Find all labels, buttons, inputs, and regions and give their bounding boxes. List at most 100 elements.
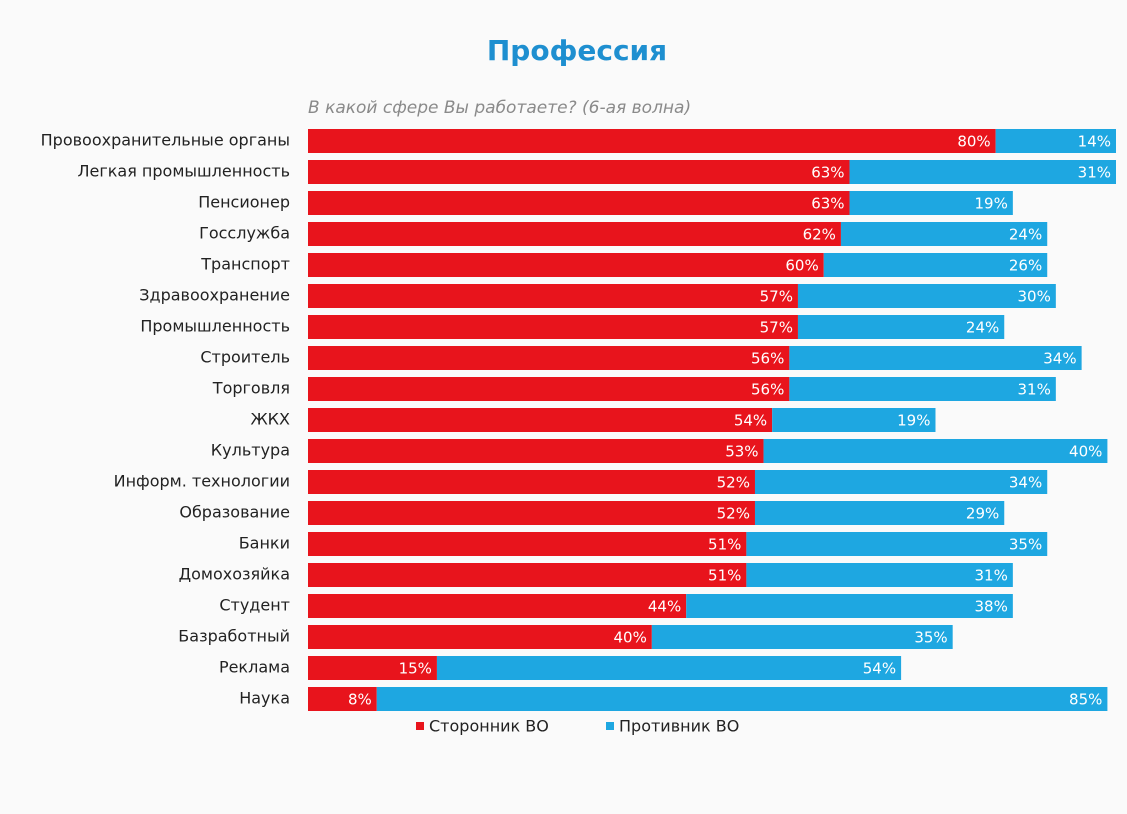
category-label: Здравоохранение <box>139 286 290 305</box>
value-label: 31% <box>975 567 1008 585</box>
bar-segment <box>308 563 747 587</box>
value-label: 63% <box>811 195 844 213</box>
value-label: 8% <box>348 691 372 709</box>
category-label: Строитель <box>200 348 290 367</box>
bar-segment <box>789 377 1056 401</box>
value-label: 85% <box>1069 691 1102 709</box>
bar-segment <box>308 160 850 184</box>
value-label: 62% <box>803 226 836 244</box>
value-label: 38% <box>975 598 1008 616</box>
bar-segment <box>754 501 1005 525</box>
bar-segment <box>849 160 1116 184</box>
category-label: Базработный <box>178 627 290 646</box>
bar-segment <box>308 408 773 432</box>
value-label: 34% <box>1009 474 1042 492</box>
bar-segment <box>789 346 1082 370</box>
value-label: 19% <box>897 412 930 430</box>
bar-segment <box>308 377 790 401</box>
value-label: 14% <box>1078 133 1111 151</box>
value-label: 56% <box>751 350 784 368</box>
value-label: 52% <box>717 474 750 492</box>
category-label: Домохозяйка <box>179 565 290 584</box>
bar-segment <box>308 687 377 711</box>
bar-segment <box>772 408 936 432</box>
bar-segment <box>308 284 798 308</box>
value-label: 54% <box>734 412 767 430</box>
value-label: 51% <box>708 567 741 585</box>
value-label: 40% <box>1069 443 1102 461</box>
bar-segment <box>308 594 687 618</box>
value-label: 56% <box>751 381 784 399</box>
bar-segment <box>746 563 1013 587</box>
bar-segment <box>651 625 953 649</box>
category-label: Информ. технологии <box>114 472 290 491</box>
category-label: Реклама <box>219 658 290 677</box>
chart-subtitle: В какой сфере Вы работаете? (6-ая волна) <box>308 98 691 118</box>
category-label: Госслужба <box>199 224 290 243</box>
value-label: 15% <box>399 660 432 678</box>
bar-segment <box>797 284 1056 308</box>
value-label: 54% <box>863 660 896 678</box>
category-label: Студент <box>219 596 290 615</box>
bar-segment <box>308 501 755 525</box>
bar-segment <box>308 625 652 649</box>
value-label: 60% <box>785 257 818 275</box>
value-label: 19% <box>975 195 1008 213</box>
bar-segment <box>308 315 798 339</box>
bar-segment <box>308 439 764 463</box>
value-label: 57% <box>760 288 793 306</box>
bar-segment <box>436 656 902 680</box>
bar-segment <box>308 253 824 277</box>
value-label: 80% <box>957 133 990 151</box>
value-label: 57% <box>760 319 793 337</box>
bar-segment <box>376 687 1108 711</box>
legend-label: Противник ВО <box>619 717 739 736</box>
value-label: 24% <box>1009 226 1042 244</box>
value-label: 52% <box>717 505 750 523</box>
value-label: 53% <box>725 443 758 461</box>
category-label: Торговля <box>212 379 290 398</box>
category-label: Банки <box>239 534 290 553</box>
value-label: 31% <box>1078 164 1111 182</box>
value-label: 51% <box>708 536 741 554</box>
value-label: 24% <box>966 319 999 337</box>
value-label: 44% <box>648 598 681 616</box>
bar-segment <box>308 532 747 556</box>
legend-label: Сторонник ВО <box>429 717 549 736</box>
bar-segment <box>308 346 790 370</box>
bar-segment <box>746 532 1048 556</box>
bar-segment <box>797 315 1005 339</box>
value-label: 40% <box>613 629 646 647</box>
bar-segment <box>763 439 1108 463</box>
value-label: 63% <box>811 164 844 182</box>
bar-segment <box>754 470 1048 494</box>
category-label: Легкая промышленность <box>77 162 290 181</box>
category-label: Транспорт <box>200 255 290 274</box>
value-label: 26% <box>1009 257 1042 275</box>
bar-segment <box>308 129 996 153</box>
category-label: Промышленность <box>140 317 290 336</box>
category-label: Образование <box>179 503 290 522</box>
value-label: 29% <box>966 505 999 523</box>
value-label: 35% <box>1009 536 1042 554</box>
bar-segment <box>308 222 841 246</box>
legend-swatch <box>606 722 614 730</box>
bar-segment <box>823 253 1048 277</box>
bar-segment <box>308 470 755 494</box>
value-label: 34% <box>1043 350 1076 368</box>
bar-segment <box>308 656 437 680</box>
category-label: Провоохранительные органы <box>41 131 290 150</box>
category-label: Пенсионер <box>198 193 290 212</box>
bar-segment <box>308 191 850 215</box>
bar-segment <box>995 129 1116 153</box>
category-label: Наука <box>239 689 290 708</box>
bar-segment <box>686 594 1013 618</box>
category-label: ЖКХ <box>250 410 290 429</box>
value-label: 35% <box>914 629 947 647</box>
value-label: 30% <box>1017 288 1050 306</box>
chart-title: Профессия <box>487 34 667 67</box>
category-label: Культура <box>211 441 290 460</box>
value-label: 31% <box>1017 381 1050 399</box>
legend-swatch <box>416 722 424 730</box>
